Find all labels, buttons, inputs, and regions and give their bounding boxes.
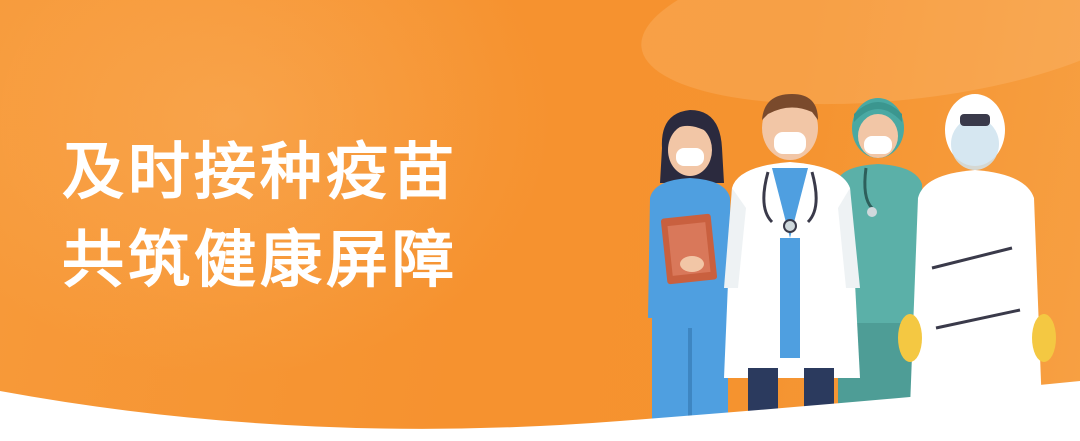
- bottom-wave: [0, 381, 1080, 441]
- headline-line-1: 及时接种疫苗: [62, 135, 459, 208]
- headline-line-2: 共筑健康屏障: [62, 223, 459, 296]
- headline: 及时接种疫苗 共筑健康屏障: [62, 128, 458, 304]
- doctor-figure: [724, 94, 860, 441]
